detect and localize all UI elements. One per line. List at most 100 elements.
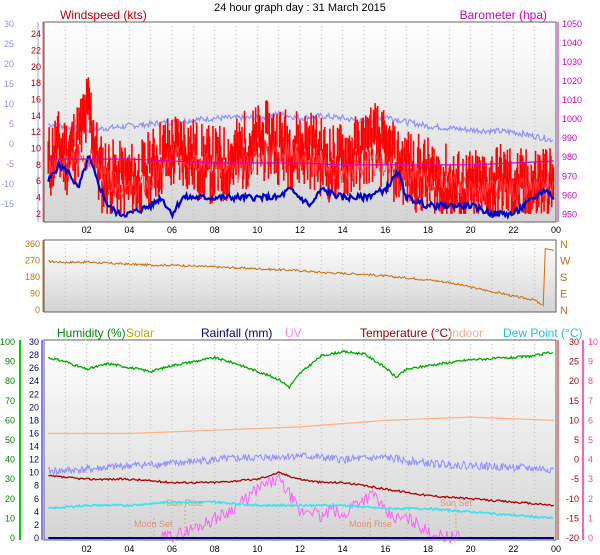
x-tick-label: 10: [252, 544, 262, 554]
y-tick-label: 960: [562, 190, 577, 200]
legend-temperature: Temperature (°C): [360, 326, 452, 340]
y-tick-label: 1000: [562, 114, 582, 124]
y-tick-label: 22: [31, 46, 41, 56]
y-tick-label: 4: [36, 193, 41, 203]
y-tick-label: 90: [30, 289, 40, 299]
y-tick-label: 26: [29, 363, 39, 373]
y-tick-label: 30: [569, 337, 579, 347]
y-tick-label: 5: [9, 119, 14, 129]
x-tick-label: 12: [295, 544, 305, 554]
y-tick-label: 25: [4, 39, 14, 49]
y-tick-label: 2: [588, 494, 593, 504]
y-tick-label: 30: [29, 337, 39, 347]
y-tick-label: 30: [4, 19, 14, 29]
x-tick-label: 16: [380, 225, 390, 235]
y-tick-label: -20: [566, 533, 579, 543]
y-tick-label: 20: [569, 376, 579, 386]
series-dewpoint: [48, 500, 554, 520]
y-tick-label: 15: [569, 396, 579, 406]
y-tick-label: 25: [569, 357, 579, 367]
y-tick-label: 12: [31, 127, 41, 137]
y-tick-label: 10: [4, 99, 14, 109]
series-temperature: [48, 471, 555, 507]
y-tick-label: -10: [566, 494, 579, 504]
y-tick-label: 0: [588, 533, 593, 543]
legend-uv: UV: [285, 326, 302, 340]
page-title: 24 hour graph day : 31 March 2015: [214, 2, 386, 14]
y-tick-label: 270: [25, 256, 40, 266]
series-average-wind: [47, 155, 555, 220]
y-tick-label: 3: [588, 474, 593, 484]
x-tick-label: 14: [338, 225, 348, 235]
y-tick-label: 7: [588, 396, 593, 406]
y-tick-label: 4: [588, 455, 593, 465]
y-tick-label: 20: [4, 59, 14, 69]
x-tick-label: 14: [338, 544, 348, 554]
y-tick-label: 0: [10, 533, 15, 543]
y-tick-label: 0: [35, 305, 40, 315]
y-tick-label: 4: [34, 507, 39, 517]
y-tick-label: 1: [588, 513, 593, 523]
y-tick-label: 90: [5, 357, 15, 367]
y-tick-label: 990: [562, 133, 577, 143]
y-tick-label: 0: [574, 455, 579, 465]
x-tick-label: 00: [551, 225, 561, 235]
y-tick-label: 360: [25, 239, 40, 249]
y-tick-label: 8: [36, 160, 41, 170]
legend-solar: Solar: [126, 326, 154, 340]
chart-marks: 24681012141618202224-15-10-5051015202530…: [0, 19, 598, 554]
y-tick-label: 6: [588, 415, 593, 425]
y-tick-label: 10: [29, 468, 39, 478]
x-tick-label: 10: [252, 225, 262, 235]
y-tick-label: 0: [34, 533, 39, 543]
y-tick-label: 60: [5, 415, 15, 425]
y-tick-label: 10: [5, 513, 15, 523]
y-tick-label: 20: [29, 402, 39, 412]
x-tick-label: 22: [508, 225, 518, 235]
y-tick-label: 1010: [562, 95, 582, 105]
y-tick-label: 40: [5, 455, 15, 465]
y-tick-label: 980: [562, 152, 577, 162]
x-tick-label: 04: [124, 544, 134, 554]
y-tick-label: 14: [29, 442, 39, 452]
x-tick-label: 04: [124, 225, 134, 235]
x-tick-label: 20: [466, 544, 476, 554]
y-tick-label: 80: [5, 376, 15, 386]
y-tick-label: 8: [588, 376, 593, 386]
y-tick-label: -5: [6, 159, 14, 169]
compass-label: N: [560, 305, 568, 317]
compass-label: N: [560, 239, 568, 251]
y-tick-label: 18: [29, 415, 39, 425]
series-apparent: [47, 451, 554, 476]
y-tick-label: 1040: [562, 38, 582, 48]
y-tick-label: -15: [566, 513, 579, 523]
series-windspeed: [47, 140, 554, 202]
y-tick-label: 22: [29, 389, 39, 399]
series-indoor: [48, 416, 554, 435]
x-tick-label: 06: [167, 225, 177, 235]
x-tick-label: 02: [82, 225, 92, 235]
y-tick-label: 1030: [562, 57, 582, 67]
x-tick-label: 12: [295, 225, 305, 235]
legend-barometer: Barometer (hpa): [460, 8, 547, 22]
y-tick-label: 28: [29, 350, 39, 360]
y-tick-label: 20: [31, 62, 41, 72]
legend-windspeed: Windspeed (kts): [60, 8, 147, 22]
y-tick-label: 5: [588, 435, 593, 445]
legend-indoor: Indoor: [449, 326, 483, 340]
x-tick-label: 00: [551, 544, 561, 554]
series-apparent-temperature: [48, 110, 554, 143]
series-wind-direction: [48, 259, 543, 305]
x-tick-label: 06: [167, 544, 177, 554]
y-tick-label: 6: [34, 494, 39, 504]
y-tick-label: 16: [31, 95, 41, 105]
y-tick-label: 2: [36, 209, 41, 219]
y-tick-label: 70: [5, 396, 15, 406]
x-tick-label: 16: [380, 544, 390, 554]
x-tick-label: 18: [423, 544, 433, 554]
y-tick-label: 10: [588, 337, 598, 347]
x-tick-label: 20: [466, 225, 476, 235]
y-tick-label: -15: [1, 199, 14, 209]
